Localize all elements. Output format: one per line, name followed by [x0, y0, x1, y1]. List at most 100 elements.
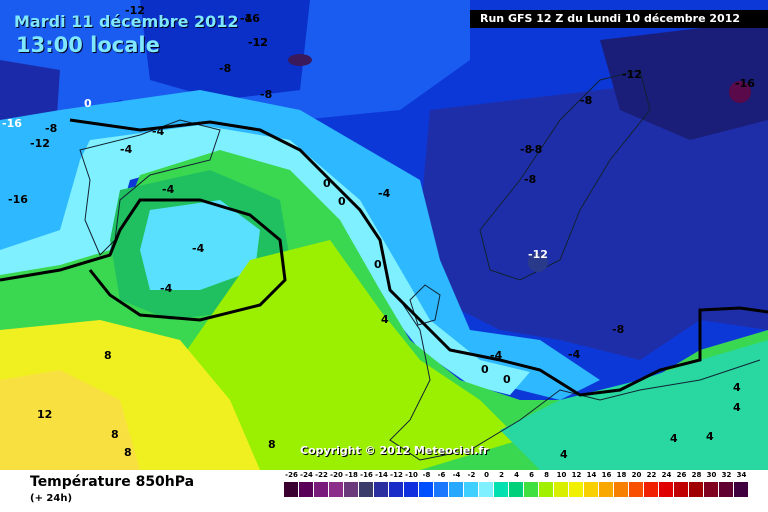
scale-swatch	[419, 482, 434, 497]
scale-label: -24	[300, 471, 313, 479]
scale-label: -16	[360, 471, 373, 479]
scale-swatch	[644, 482, 659, 497]
scale-swatch	[539, 482, 554, 497]
cool-air-band	[0, 90, 600, 400]
scale-label: 2	[499, 471, 504, 479]
scale-swatch	[614, 482, 629, 497]
isotherm-label: 8	[104, 349, 112, 362]
scale-label: 0	[484, 471, 489, 479]
isotherm-label: -8	[219, 62, 232, 75]
scale-label: 16	[601, 471, 612, 479]
lime-region	[180, 240, 520, 470]
scale-label: 12	[571, 471, 582, 479]
cold-spot-center	[528, 252, 548, 272]
isotherm-label: -8	[520, 143, 533, 156]
isotherm-label: -4	[162, 183, 175, 196]
scale-label: 24	[661, 471, 672, 479]
isotherm-label: -12	[248, 36, 268, 49]
scale-swatch	[314, 482, 329, 497]
warm-southwest-core	[0, 370, 140, 470]
very-cold-northeast	[600, 20, 768, 140]
isotherm-label: 4	[733, 401, 741, 414]
scale-label: -12	[390, 471, 403, 479]
isotherm-label: 4	[670, 432, 678, 445]
isotherm-label: -12	[622, 68, 642, 81]
isotherm-label: -4	[378, 187, 391, 200]
forecast-offset: (+ 24h)	[30, 493, 73, 504]
scale-labels: -26 -24 -22 -20 -18 -16 -14 -12 -10 -8 -6 -4 -2 0 2 4 6 8…	[284, 471, 749, 479]
scale-swatch	[554, 482, 569, 497]
isotherm-label: 0	[338, 195, 346, 208]
isotherm-label: -8	[45, 122, 58, 135]
isotherm-label: -8	[580, 94, 593, 107]
scale-swatch	[434, 482, 449, 497]
scale-label: -14	[375, 471, 388, 479]
scale-label: -2	[467, 471, 476, 479]
isotherm-label: 12	[37, 408, 53, 421]
scale-swatch	[719, 482, 734, 497]
scale-label: 34	[736, 471, 747, 479]
temperature-scale-bar	[284, 482, 749, 497]
scale-swatch	[329, 482, 344, 497]
cold-spot-north	[288, 54, 312, 66]
isotherm-label: -12	[125, 4, 145, 17]
isotherm-label: -16	[735, 77, 755, 90]
isotherm-label: 8	[268, 438, 276, 451]
zero-isotherm	[69, 118, 768, 397]
cyan-band	[0, 125, 530, 395]
isotherm-label: -4	[152, 125, 165, 138]
scale-label: -10	[405, 471, 418, 479]
scale-label: 14	[586, 471, 597, 479]
mild-southeast	[500, 340, 768, 470]
scale-swatch	[374, 482, 389, 497]
scale-swatch	[479, 482, 494, 497]
isotherm-label: -16	[2, 117, 22, 130]
isotherm-label: -8	[580, 94, 593, 107]
scale-swatch	[674, 482, 689, 497]
scale-label: 6	[529, 471, 534, 479]
isotherm-label: 4	[381, 313, 389, 326]
isotherm-label: 0	[374, 258, 382, 271]
cold-spot-northeast	[729, 81, 751, 103]
isotherm-label: 4	[733, 381, 741, 394]
isotherm-label: -12	[528, 248, 548, 261]
model-run-info: Run GFS 12 Z du Lundi 10 décembre 2012	[470, 10, 768, 28]
isotherm-label: -4	[120, 143, 133, 156]
scale-swatch	[584, 482, 599, 497]
scale-swatch	[509, 482, 524, 497]
isotherm-label: -4	[240, 12, 253, 25]
isotherm-label: -16	[8, 193, 28, 206]
scale-label: -6	[437, 471, 446, 479]
scale-label: -22	[315, 471, 328, 479]
isotherm-label: 0	[323, 177, 331, 190]
scale-swatch	[284, 482, 299, 497]
isotherm-label: -12	[248, 36, 268, 49]
scale-swatch	[464, 482, 479, 497]
scale-label: -20	[330, 471, 343, 479]
scale-swatch	[689, 482, 704, 497]
cold-pocket-greenland	[140, 0, 310, 100]
forecast-date: Mardi 11 décembre 2012	[14, 12, 239, 31]
scale-label: -4	[452, 471, 461, 479]
scale-swatch	[659, 482, 674, 497]
scale-label: 32	[721, 471, 732, 479]
europe-coast-outline	[389, 299, 761, 461]
scale-swatch	[599, 482, 614, 497]
isotherm-label: -4	[160, 282, 173, 295]
isotherm-label: -8	[260, 88, 273, 101]
isotherm-label: -8	[530, 143, 543, 156]
scale-swatch	[524, 482, 539, 497]
scale-label: -26	[285, 471, 298, 479]
cold-air-east	[420, 70, 768, 360]
scale-swatch	[629, 482, 644, 497]
scale-swatch	[344, 482, 359, 497]
isotherm-label: 0	[481, 363, 489, 376]
variable-title: Température 850hPa	[30, 474, 195, 490]
forecast-time: 13:00 locale	[16, 33, 160, 57]
isotherm-label: 0	[503, 373, 511, 386]
scale-swatch	[449, 482, 464, 497]
isotherm-label: 0	[84, 97, 92, 110]
scale-label: 4	[514, 471, 519, 479]
isotherm-label: -4	[192, 242, 205, 255]
isotherm-label: -8	[524, 173, 537, 186]
